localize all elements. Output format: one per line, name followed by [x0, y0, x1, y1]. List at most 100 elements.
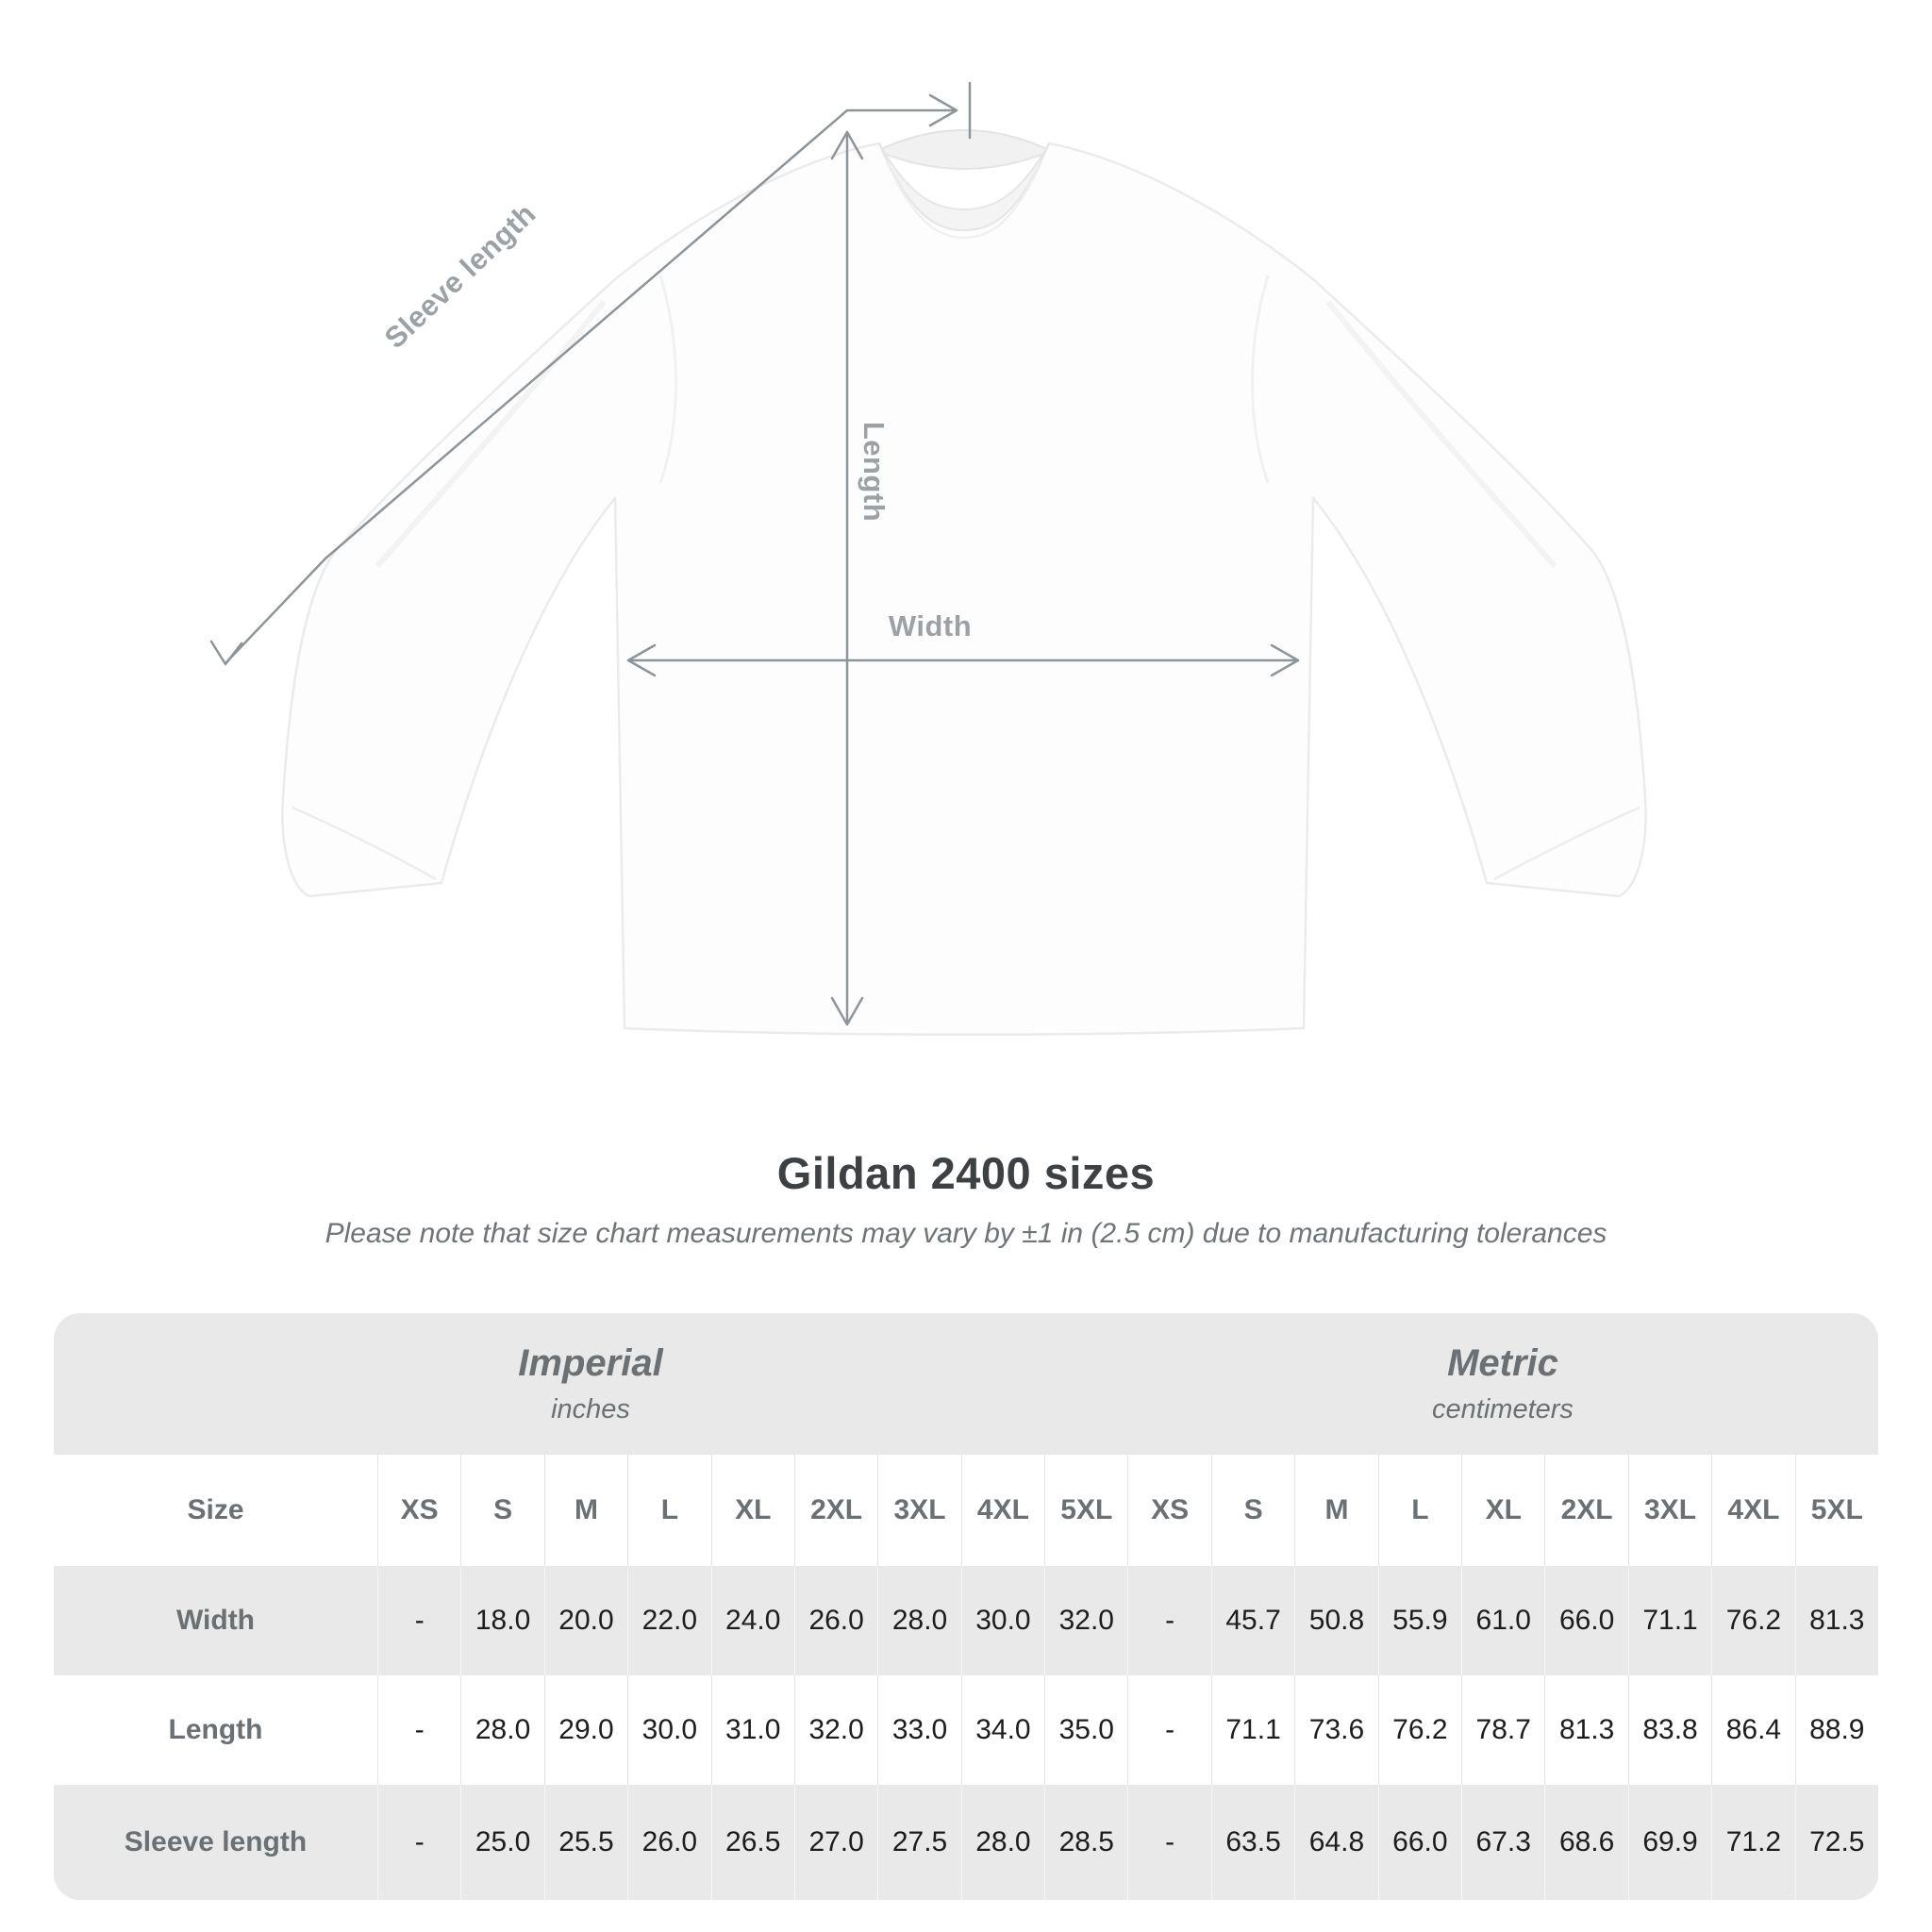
size-header: 5XL — [1044, 1455, 1127, 1566]
table-cell: 24.0 — [710, 1566, 794, 1675]
unit-header-row: Imperial inches Metric centimeters — [54, 1313, 1878, 1455]
size-header: XL — [710, 1455, 794, 1566]
width-arrow — [626, 643, 1300, 677]
table-row-length: Length - 28.0 29.0 30.0 31.0 32.0 33.0 3… — [54, 1675, 1878, 1785]
table-cell: 30.0 — [627, 1675, 710, 1785]
table-cell: 76.2 — [1377, 1675, 1461, 1785]
length-arrow — [830, 130, 864, 1026]
table-cell: 55.9 — [1377, 1566, 1461, 1675]
size-column-header: Size — [187, 1494, 244, 1525]
table-cell: 29.0 — [543, 1675, 627, 1785]
table-cell: 28.5 — [1044, 1785, 1127, 1900]
imperial-header: Imperial inches — [54, 1313, 1127, 1455]
size-header: 3XL — [1627, 1455, 1711, 1566]
table-cell: 27.0 — [793, 1785, 877, 1900]
table-cell: 28.0 — [460, 1675, 543, 1785]
sleeve-length-label: Sleeve length — [378, 197, 542, 355]
table-cell: 30.0 — [960, 1566, 1044, 1675]
table-cell: 72.5 — [1794, 1785, 1878, 1900]
table-cell: 71.1 — [1210, 1675, 1294, 1785]
tolerance-note: Please note that size chart measurements… — [325, 1218, 1607, 1249]
table-row-sleeve-length: Sleeve length - 25.0 25.5 26.0 26.5 27.0… — [54, 1785, 1878, 1900]
imperial-unit: inches — [551, 1394, 630, 1424]
table-cell: 63.5 — [1210, 1785, 1294, 1900]
size-header: 4XL — [1711, 1455, 1794, 1566]
shirt-right-sleeve-fold — [1325, 300, 1557, 568]
table-cell: 32.0 — [793, 1675, 877, 1785]
table-cell: 33.0 — [877, 1675, 960, 1785]
table-cell: 32.0 — [1044, 1566, 1127, 1675]
table-cell: 81.3 — [1544, 1675, 1627, 1785]
size-header: S — [1210, 1455, 1294, 1566]
size-header: L — [1377, 1455, 1461, 1566]
size-header: 2XL — [1544, 1455, 1627, 1566]
table-cell: 26.5 — [710, 1785, 794, 1900]
size-header: XL — [1461, 1455, 1544, 1566]
length-label: Length — [858, 422, 891, 522]
table-cell: 86.4 — [1711, 1675, 1794, 1785]
table-cell: 45.7 — [1210, 1566, 1294, 1675]
table-cell: 31.0 — [710, 1675, 794, 1785]
table-cell: 20.0 — [543, 1566, 627, 1675]
shirt-left-cuff-seam — [291, 806, 437, 881]
table-row-width: Width - 18.0 20.0 22.0 24.0 26.0 28.0 30… — [54, 1566, 1878, 1675]
shirt-collar-seam — [885, 161, 1043, 240]
size-header: S — [460, 1455, 543, 1566]
table-cell: 71.2 — [1711, 1785, 1794, 1900]
page-title: Gildan 2400 sizes — [776, 1148, 1156, 1198]
table-cell: 28.0 — [877, 1566, 960, 1675]
table-cell: - — [377, 1675, 460, 1785]
table-cell: 73.6 — [1294, 1675, 1377, 1785]
size-header-row: Size XS S M L XL 2XL 3XL 4XL 5XL XS S M … — [54, 1455, 1878, 1566]
row-label: Length — [168, 1714, 263, 1745]
size-table: Imperial inches Metric centimeters Size … — [54, 1313, 1878, 1900]
shirt-body — [281, 142, 1647, 1036]
heading: Gildan 2400 sizes Please note that size … — [0, 1147, 1932, 1250]
row-label: Sleeve length — [124, 1826, 308, 1857]
table-cell: 34.0 — [960, 1675, 1044, 1785]
size-header: M — [1294, 1455, 1377, 1566]
table-cell: - — [1127, 1785, 1210, 1900]
table-cell: 50.8 — [1294, 1566, 1377, 1675]
shirt-left-sleeve-fold — [375, 300, 607, 568]
table-cell: - — [377, 1566, 460, 1675]
table-cell: 64.8 — [1294, 1785, 1377, 1900]
table-cell: 25.5 — [543, 1785, 627, 1900]
table-cell: 71.1 — [1627, 1566, 1711, 1675]
table-cell: 67.3 — [1461, 1785, 1544, 1900]
shirt-diagram: Sleeve length Length Width — [209, 81, 1647, 1036]
table-cell: 66.0 — [1544, 1566, 1627, 1675]
size-header: M — [543, 1455, 627, 1566]
metric-unit: centimeters — [1432, 1394, 1574, 1424]
table-cell: - — [1127, 1675, 1210, 1785]
sleeve-length-arrow — [209, 81, 972, 666]
table-cell: 28.0 — [960, 1785, 1044, 1900]
table-cell: 26.0 — [793, 1566, 877, 1675]
imperial-label: Imperial — [518, 1342, 663, 1384]
width-label: Width — [889, 609, 972, 642]
table-cell: 81.3 — [1794, 1566, 1878, 1675]
table-cell: 68.6 — [1544, 1785, 1627, 1900]
table-cell: 22.0 — [627, 1566, 710, 1675]
size-header: L — [627, 1455, 710, 1566]
shirt-collar-rib — [878, 142, 1050, 232]
shirt-right-shoulder-seam — [1251, 275, 1270, 484]
table-cell: 66.0 — [1377, 1785, 1461, 1900]
row-label: Width — [175, 1605, 256, 1636]
table-cell: - — [377, 1785, 460, 1900]
metric-header: Metric centimeters — [1127, 1313, 1878, 1455]
size-header: XS — [1127, 1455, 1210, 1566]
table-cell: 78.7 — [1461, 1675, 1544, 1785]
table-cell: 26.0 — [627, 1785, 710, 1900]
size-header: 3XL — [877, 1455, 960, 1566]
table-cell: 27.5 — [877, 1785, 960, 1900]
table-cell: 61.0 — [1461, 1566, 1544, 1675]
shirt-right-cuff-seam — [1493, 806, 1641, 881]
table-cell: 35.0 — [1044, 1675, 1127, 1785]
size-header: XS — [377, 1455, 460, 1566]
table-cell: 69.9 — [1627, 1785, 1711, 1900]
metric-label: Metric — [1447, 1342, 1558, 1384]
table-cell: - — [1127, 1566, 1210, 1675]
table-cell: 88.9 — [1794, 1675, 1878, 1785]
